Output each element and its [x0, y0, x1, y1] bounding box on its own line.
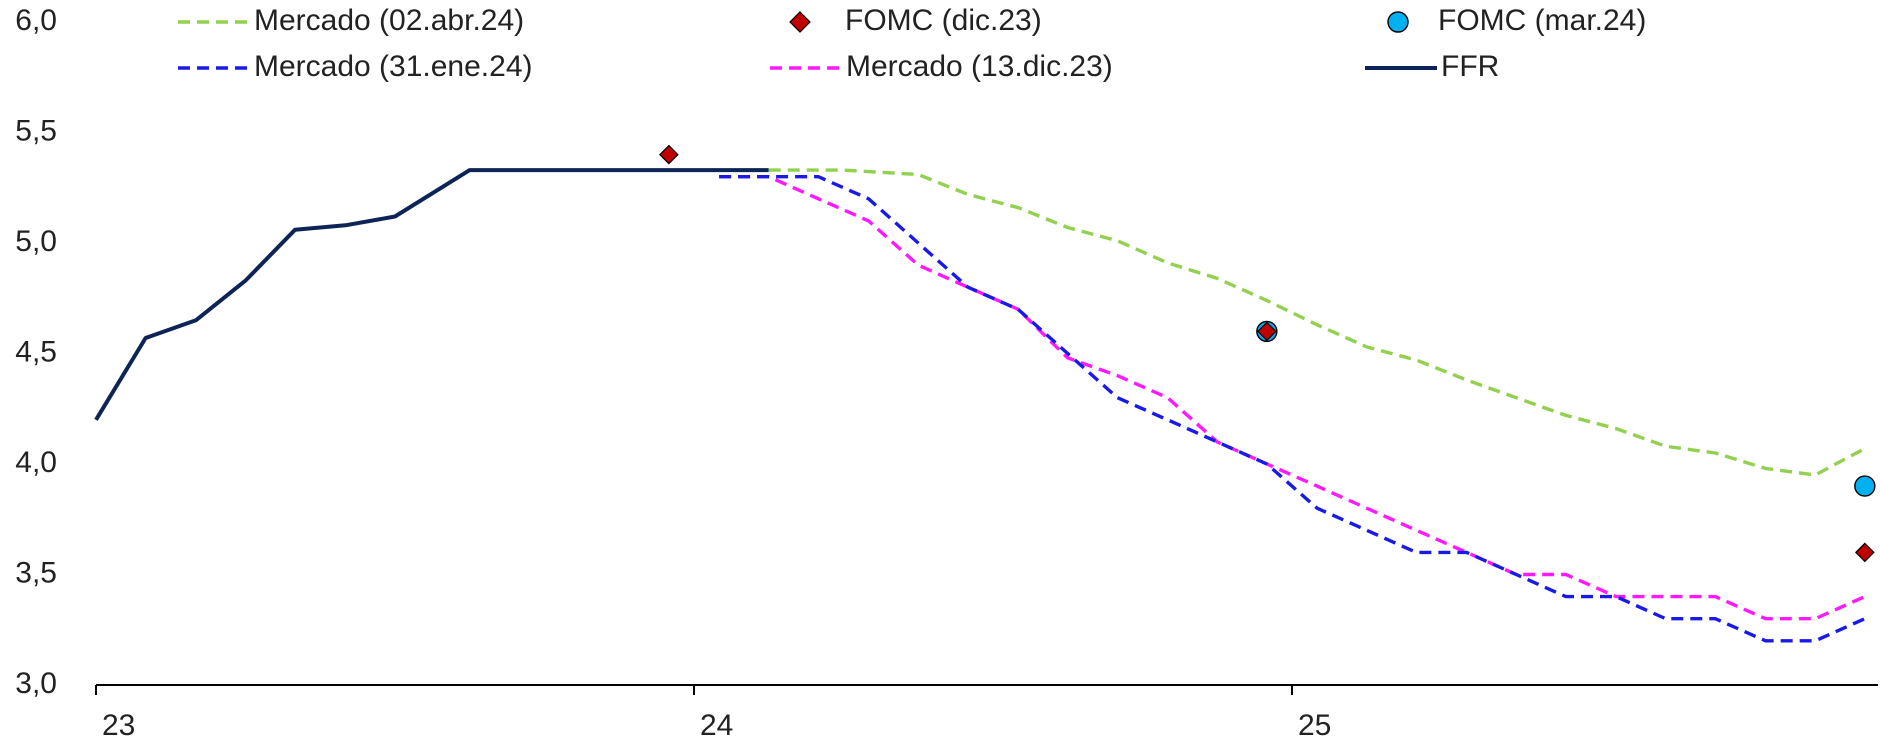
fomc-mar-point [1854, 475, 1876, 497]
legend-item-mercado_ene: Mercado (31.ene.24) [178, 50, 533, 83]
y-tick-label: 4,5 [15, 335, 57, 368]
y-tick-label: 5,0 [15, 225, 57, 258]
fomc-dic-point [659, 144, 679, 165]
legend-item-ffr: FFR [1365, 50, 1499, 83]
y-tick-label: 3,0 [15, 667, 57, 700]
fomc-dic-point [1257, 321, 1277, 342]
legend-item-mercado_dic: Mercado (13.dic.23) [770, 50, 1113, 83]
legend-swatch [1387, 11, 1409, 33]
x-tick-label: 25 [1298, 709, 1331, 742]
y-tick-label: 4,0 [15, 446, 57, 479]
legend-label: FOMC (dic.23) [845, 4, 1042, 37]
y-tick-label: 3,5 [15, 556, 57, 589]
axes: 6,0 5,5 5,0 4,5 4,0 3,5 3,0 23 24 25 [15, 4, 1878, 742]
series-line-mercado_ene [719, 174, 1866, 643]
legend-label: FFR [1441, 50, 1499, 83]
legend-item-fomc_mar: FOMC (mar.24) [1387, 4, 1646, 37]
fomc-dic-point [1854, 542, 1875, 563]
legend-label: Mercado (31.ene.24) [254, 50, 533, 83]
legend-label: Mercado (13.dic.23) [846, 50, 1113, 83]
series-line-mercado_abr [768, 168, 1866, 477]
legend-label: Mercado (02.abr.24) [254, 4, 524, 37]
series-line-mercado_dic [719, 174, 1866, 621]
y-tick-label: 6,0 [15, 4, 57, 37]
legend-swatch [789, 11, 811, 33]
x-tick-label: 23 [102, 709, 135, 742]
series-layer [94, 144, 1876, 643]
legend-item-mercado_abr: Mercado (02.abr.24) [178, 4, 524, 37]
x-tick-label: 24 [700, 709, 733, 742]
legend: Mercado (02.abr.24) FOMC (dic.23) FOMC (ma… [178, 4, 1646, 83]
legend-label: FOMC (mar.24) [1438, 4, 1646, 37]
legend-item-fomc_dic: FOMC (dic.23) [789, 4, 1042, 37]
series-line-ffr [94, 168, 769, 421]
y-tick-label: 5,5 [15, 114, 57, 147]
